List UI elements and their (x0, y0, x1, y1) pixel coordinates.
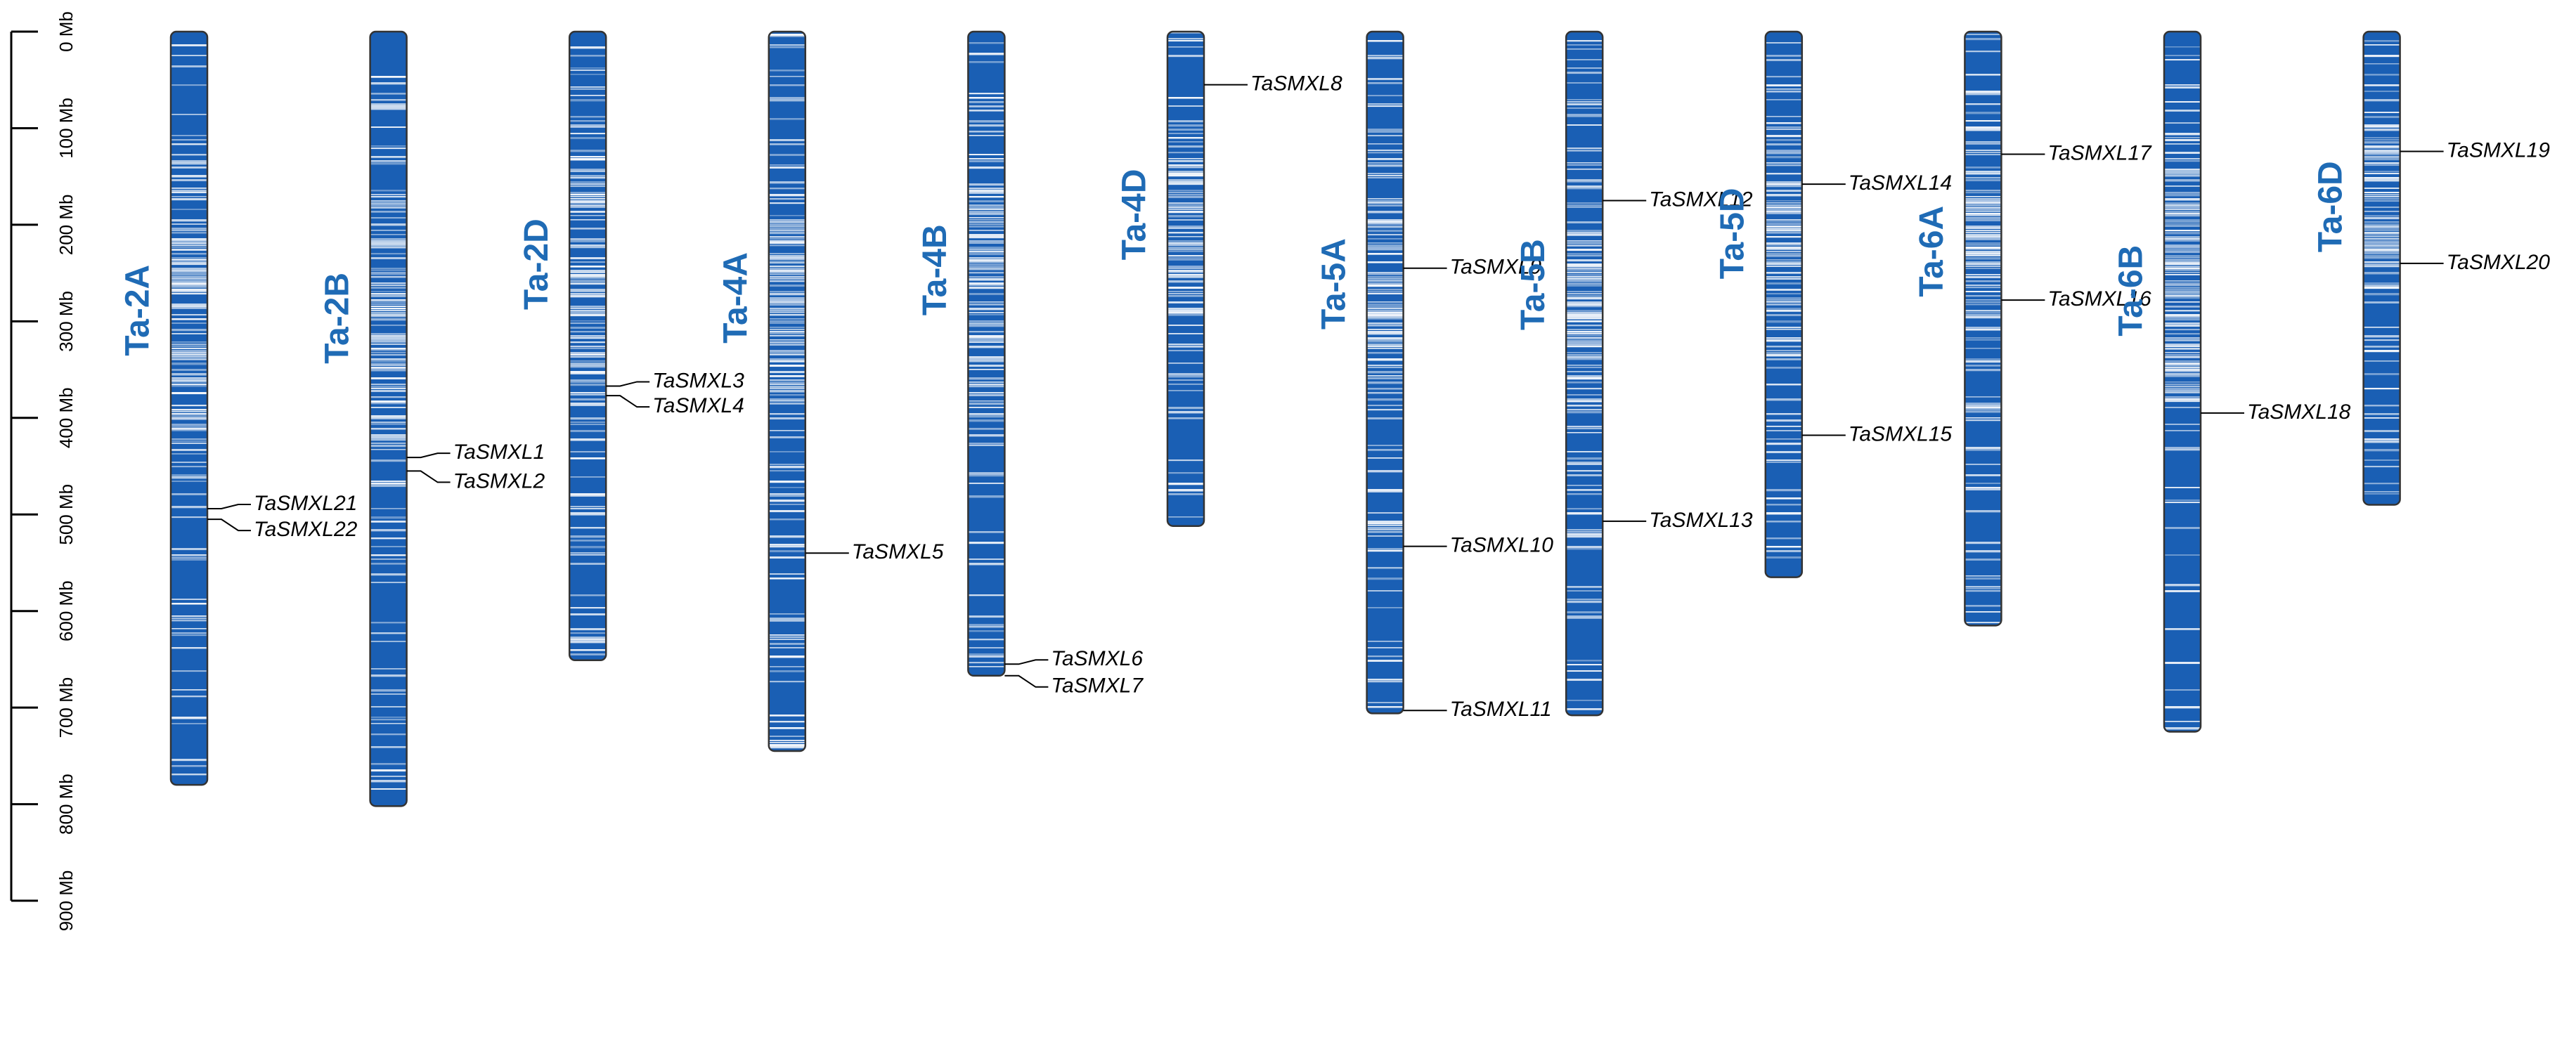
density-bar (1566, 32, 1603, 716)
chromosome-outline (1366, 30, 1404, 715)
chromosome-label: Ta-4D (1116, 169, 1153, 260)
density-bar (569, 32, 607, 660)
gene-label: TaSMXL14 (1849, 171, 1952, 195)
axis-tick-label: 400 Mb (56, 387, 77, 448)
axis-tick-label: 0 Mb (56, 11, 77, 52)
gene-leader-line (1004, 659, 1049, 665)
chromosome-outline (1764, 30, 1804, 578)
gene-label: TaSMXL15 (1849, 422, 1953, 445)
gene-label: TaSMXL22 (254, 518, 358, 541)
gene-label: TaSMXL18 (2247, 400, 2351, 424)
gene-label: TaSMXL5 (852, 540, 944, 563)
gene-label: TaSMXL11 (1450, 698, 1552, 721)
density-bar (171, 32, 207, 785)
chromosome-outline (568, 30, 607, 662)
axis-tick-label: 700 Mb (56, 677, 77, 738)
density-bar (1765, 32, 1802, 578)
chromosome-ta-2b: Ta-2B TaSMXL1 TaSMXL2 (318, 30, 545, 807)
density-bar (1965, 32, 2002, 626)
gene-leader-line (406, 470, 451, 483)
chromosome-ta-6b: Ta-6B TaSMXL18 (2113, 30, 2351, 733)
gene-leader-line (207, 519, 251, 532)
chromosome-ta-4b: Ta-4B TaSMXL6 TaSMXL7 (917, 30, 1144, 698)
density-bar (1167, 32, 1204, 526)
chromosome-label: Ta-6D (2312, 161, 2349, 252)
chromosome-label: Ta-6A (1913, 206, 1950, 297)
gene-label: TaSMXL9 (1450, 256, 1542, 279)
axis-tick-label: 800 Mb (56, 774, 77, 835)
chromosome-label: Ta-6B (2113, 245, 2150, 337)
chromosome-label: Ta-2B (318, 273, 356, 364)
chromosome-ta-5d: Ta-5D TaSMXL14 TaSMXL15 (1714, 30, 1953, 578)
gene-label: TaSMXL6 (1051, 647, 1143, 670)
gene-label: TaSMXL17 (2047, 141, 2152, 164)
density-bar (2363, 32, 2400, 505)
chromosomes: Ta-2A TaSMXL21 TaSMXL22 Ta-2B TaSMXL1 TaSMXL2… (119, 30, 2551, 807)
gene-label: TaSMXL16 (2047, 287, 2151, 311)
gene-label: TaSMXL12 (1649, 188, 1753, 211)
gene-leader-line (406, 452, 451, 459)
axis-tick-label: 600 Mb (56, 580, 77, 641)
chromosome-label: Ta-5A (1315, 238, 1352, 330)
gene-label: TaSMXL2 (453, 469, 545, 493)
chromosome-label: Ta-5D (1714, 188, 1751, 279)
chromosome-label: Ta-2D (518, 219, 555, 310)
chromosome-outline (1565, 30, 1604, 717)
gene-label: TaSMXL7 (1051, 674, 1144, 698)
chromosome-outline (1964, 30, 2002, 627)
chromosome-ta-5a: Ta-5A TaSMXL9 TaSMXL10 TaSMXL11 (1315, 30, 1554, 721)
gene-leader-line (606, 395, 650, 408)
density-bar (768, 32, 805, 752)
gene-label: TaSMXL10 (1450, 534, 1554, 557)
gene-label: TaSMXL8 (1250, 72, 1342, 96)
chromosome-outline (1166, 30, 1205, 527)
axis-tick-label: 900 Mb (56, 870, 77, 932)
chromosome-label: Ta-4B (917, 224, 954, 315)
density-bar (370, 32, 407, 807)
gene-leader-line (1004, 674, 1049, 688)
chromosome-ta-4a: Ta-4A TaSMXL5 (717, 30, 944, 752)
gene-label: TaSMXL19 (2447, 138, 2551, 162)
chromosome-outline (369, 30, 408, 807)
chromosome-outline (169, 30, 209, 786)
chromosome-outline (768, 30, 807, 752)
chromosome-ta-5b: Ta-5B TaSMXL12 TaSMXL13 (1515, 30, 1753, 717)
gene-label: TaSMXL1 (453, 441, 545, 464)
density-bar (968, 32, 1005, 676)
chromosome-label: Ta-4A (717, 252, 754, 344)
chromosome-label: Ta-2A (119, 265, 157, 356)
gene-leader-line (207, 504, 251, 510)
chromosome-label: Ta-5B (1515, 239, 1552, 330)
chromosome-outline (2163, 30, 2202, 733)
density-bar (2164, 32, 2201, 732)
gene-label: TaSMXL4 (652, 394, 744, 417)
chromosome-outline (2362, 30, 2401, 506)
chromosome-outline (967, 30, 1006, 677)
position-axis: 0 Mb 100 Mb 200 Mb 300 Mb 400 Mb 500 Mb 600 Mb… (10, 11, 77, 932)
gene-label: TaSMXL20 (2447, 251, 2551, 274)
axis-tick-label: 200 Mb (56, 195, 77, 256)
chromosome-ta-2a: Ta-2A TaSMXL21 TaSMXL22 (119, 30, 358, 786)
gene-label: TaSMXL3 (652, 369, 744, 392)
gene-leader-line (606, 381, 650, 387)
chromosome-ta-6a: Ta-6A TaSMXL17 TaSMXL16 (1913, 30, 2152, 627)
axis-tick-label: 300 Mb (56, 291, 77, 352)
chromosome-ta-6d: Ta-6D TaSMXL19 TaSMXL20 (2312, 30, 2551, 506)
chromosome-ta-4d: Ta-4D TaSMXL8 (1116, 30, 1342, 527)
axis-tick-label: 500 Mb (56, 484, 77, 545)
gene-label: TaSMXL13 (1649, 509, 1753, 532)
gene-label: TaSMXL21 (254, 492, 357, 515)
axis-tick-label: 100 Mb (56, 98, 77, 159)
density-bar (1366, 32, 1404, 714)
